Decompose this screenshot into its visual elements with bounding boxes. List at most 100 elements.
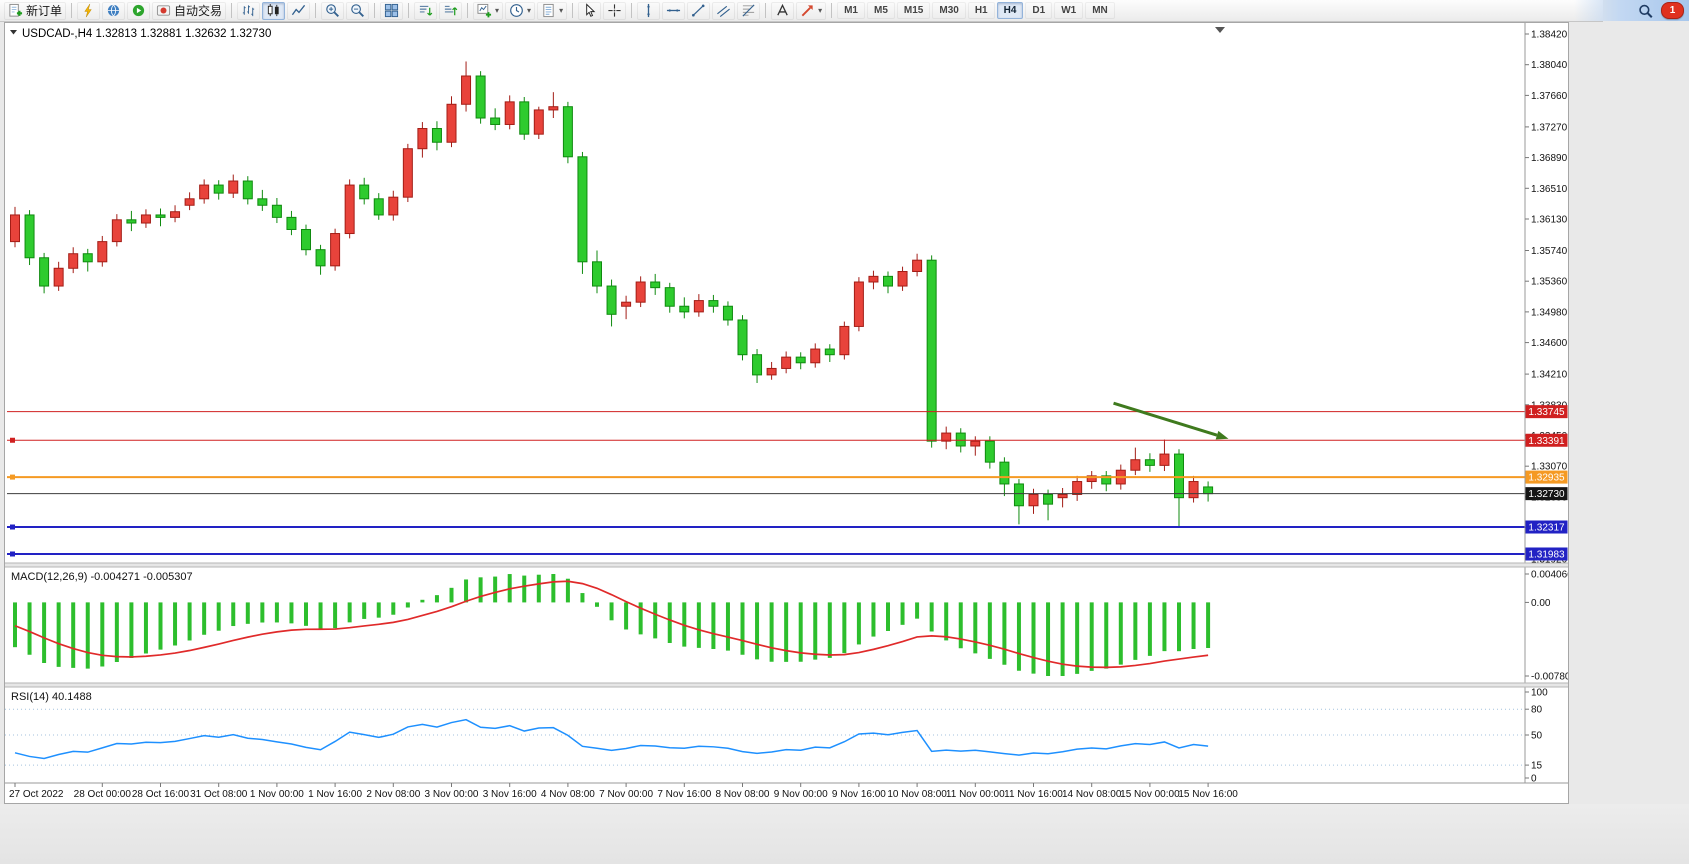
arrow-objects-button[interactable]: ▾ (796, 1, 827, 20)
candle (606, 279, 617, 327)
time-tick-label: 2 Nov 08:00 (366, 789, 420, 800)
auto-trading-button[interactable]: 自动交易 (152, 1, 227, 20)
candle (1086, 471, 1097, 489)
macd-panel[interactable] (5, 567, 1525, 683)
cursor-tool-button[interactable] (578, 1, 602, 20)
bars-icon (241, 3, 256, 18)
autotrading-icon (156, 3, 171, 18)
zoom-out-button[interactable] (346, 1, 370, 20)
resistance-line-lower-handle[interactable] (10, 437, 15, 443)
candle (330, 228, 341, 271)
titlebar-corner: 1 (1574, 0, 1689, 21)
sort-descending-button[interactable] (439, 1, 463, 20)
text-tool-button[interactable] (771, 1, 795, 20)
candle (839, 321, 850, 360)
fibonacci-tool-button[interactable] (737, 1, 761, 20)
candle (737, 315, 748, 361)
candle-body (548, 106, 559, 111)
candle-body (461, 75, 472, 105)
candle-body (1057, 493, 1068, 499)
candle-body (82, 253, 93, 263)
candle-body (679, 305, 690, 313)
macd-signal-line (14, 580, 1209, 669)
candle-chart-mode-button[interactable] (262, 1, 286, 20)
new-chart-icon (477, 3, 492, 18)
candle-body (664, 287, 675, 307)
community-button[interactable] (127, 1, 151, 20)
timeframe-m1-button[interactable]: M1 (837, 2, 865, 19)
candle (1028, 488, 1039, 514)
timeframe-m5-button[interactable]: M5 (867, 2, 895, 19)
candle (1188, 475, 1199, 503)
timeframe-mn-button[interactable]: MN (1085, 2, 1115, 19)
price-tag-bg (1525, 520, 1568, 534)
candle (621, 295, 632, 320)
panel-splitter[interactable] (5, 683, 1568, 687)
crosshair-tool-button[interactable] (603, 1, 627, 20)
candle-body (941, 432, 952, 442)
timeframe-h4-button[interactable]: H4 (996, 2, 1024, 19)
candle-body (271, 204, 282, 218)
candles-icon (266, 3, 281, 18)
candle (577, 151, 588, 274)
line-chart-mode-button[interactable] (287, 1, 311, 20)
auto-trading-label: 自动交易 (174, 4, 223, 18)
candle-body (301, 228, 311, 251)
chart-plot-area[interactable] (5, 23, 1525, 563)
candle (475, 71, 486, 124)
channel-tool-button[interactable] (712, 1, 736, 20)
candle (461, 61, 472, 112)
candle-body (155, 214, 166, 218)
toolbar-separator (631, 3, 633, 18)
candle-body (170, 211, 181, 218)
market-watch-button[interactable] (102, 1, 126, 20)
zoom-in-icon (325, 3, 340, 18)
horizontal-line-tool-button[interactable] (662, 1, 686, 20)
toolbar-separator (231, 3, 233, 18)
pivot-line-orange-handle[interactable] (10, 474, 15, 480)
price-tick-label: 1.34980 (1531, 307, 1568, 318)
price-tick-label: 1.37660 (1531, 91, 1568, 102)
panel-splitter[interactable] (5, 563, 1568, 567)
search-icon[interactable] (1638, 3, 1653, 19)
profiles-button[interactable] (77, 1, 101, 20)
timeframe-h1-button[interactable]: H1 (967, 2, 995, 19)
candle (417, 122, 428, 158)
candle-body (417, 128, 428, 150)
autoscroll-marker[interactable] (1215, 27, 1225, 33)
cursor-icon (582, 3, 597, 18)
candle (766, 361, 777, 380)
candle (897, 266, 908, 291)
notification-badge[interactable]: 1 (1661, 2, 1684, 19)
candle (24, 210, 35, 266)
support-line-lower-handle[interactable] (10, 551, 15, 557)
candle-body (53, 267, 64, 287)
new-order-label: 新订单 (26, 4, 63, 18)
candle (199, 179, 210, 204)
candle (271, 197, 282, 224)
timeframe-m30-button[interactable]: M30 (932, 2, 966, 19)
timeframe-m15-button[interactable]: M15 (896, 2, 931, 19)
candle (111, 214, 122, 247)
new-order-button[interactable]: 新订单 (4, 1, 67, 20)
candle (1101, 471, 1112, 492)
timeframe-d1-button[interactable]: D1 (1025, 2, 1053, 19)
tile-windows-button[interactable] (380, 1, 404, 20)
sort-ascending-button[interactable] (414, 1, 438, 20)
bar-chart-mode-button[interactable] (237, 1, 261, 20)
candle-body (344, 184, 355, 235)
periods-button[interactable]: ▾ (505, 1, 536, 20)
zoom-in-button[interactable] (321, 1, 345, 20)
timeframe-w1-button[interactable]: W1 (1054, 2, 1084, 19)
trendline-tool-button[interactable] (687, 1, 711, 20)
trend-arrow-annotation[interactable] (1113, 401, 1229, 440)
price-tag-label: 1.31983 (1528, 549, 1565, 560)
price-tick-label: 1.35360 (1531, 277, 1568, 288)
one-click-trading-toggle[interactable] (10, 30, 17, 35)
chart-window: USDCAD-,H4 1.32813 1.32881 1.32632 1.327… (4, 22, 1576, 804)
vertical-line-tool-button[interactable] (637, 1, 661, 20)
new-chart-button[interactable]: ▾ (473, 1, 504, 20)
support-line-upper-handle[interactable] (10, 524, 15, 530)
templates-button[interactable]: ▾ (537, 1, 568, 20)
candle (795, 352, 806, 370)
